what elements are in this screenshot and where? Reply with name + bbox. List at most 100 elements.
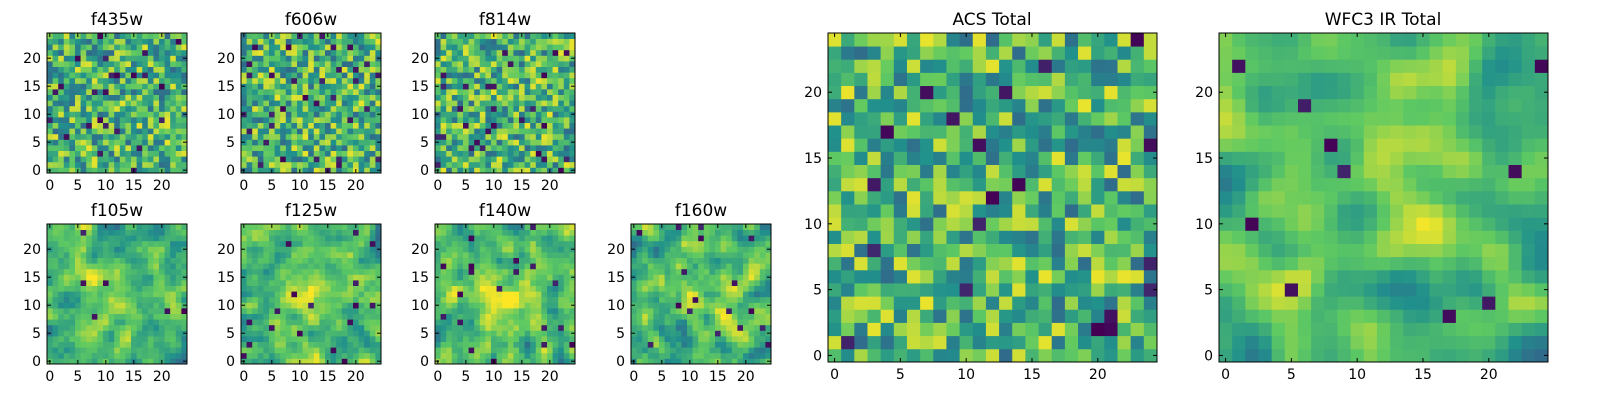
heatmap-cell xyxy=(468,156,475,163)
heatmap-cell xyxy=(75,61,81,67)
heatmap-cell xyxy=(246,313,253,320)
heatmap-cell xyxy=(274,235,281,242)
heatmap-cell xyxy=(496,263,503,270)
heatmap-cell xyxy=(341,235,348,242)
heatmap-cell xyxy=(653,352,660,359)
heatmap-cell xyxy=(435,133,441,140)
heatmap-cell xyxy=(631,285,637,292)
heatmap-cell xyxy=(765,336,772,342)
heatmap-cell xyxy=(325,128,331,135)
heatmap-cell xyxy=(687,336,693,342)
heatmap-cell xyxy=(468,358,475,365)
heatmap-cell xyxy=(748,358,755,365)
heatmap-cell xyxy=(474,55,481,62)
heatmap-cell xyxy=(263,38,270,45)
heatmap-cell xyxy=(647,268,654,275)
heatmap-cell xyxy=(759,302,766,309)
heatmap-cell xyxy=(325,324,331,331)
heatmap-cell xyxy=(451,105,458,112)
heatmap-cell xyxy=(58,246,65,253)
heatmap-cell xyxy=(131,280,137,286)
heatmap-cell xyxy=(1012,164,1026,179)
heatmap-cell xyxy=(291,347,298,354)
x-tick-label: 15 xyxy=(319,178,337,194)
heatmap-cell xyxy=(297,280,303,286)
heatmap-cell xyxy=(457,285,464,292)
heatmap-cell xyxy=(164,133,171,140)
heatmap-cell xyxy=(743,291,749,298)
heatmap-cell xyxy=(175,224,182,230)
heatmap-cell xyxy=(513,105,520,112)
heatmap-cell xyxy=(535,257,542,264)
heatmap-cell xyxy=(241,161,247,168)
y-tick-label: 15 xyxy=(217,270,235,286)
heatmap-cell xyxy=(681,235,688,242)
heatmap-cell xyxy=(446,83,453,90)
heatmap-cell xyxy=(319,285,326,292)
heatmap-cell xyxy=(358,296,365,303)
heatmap-cell xyxy=(131,263,137,270)
heatmap-cell xyxy=(125,156,132,163)
heatmap-cell xyxy=(507,313,514,320)
heatmap-cell xyxy=(675,274,682,281)
heatmap-cell xyxy=(985,283,1000,297)
heatmap-cell xyxy=(485,161,492,168)
heatmap-cell xyxy=(435,324,441,331)
heatmap-cell xyxy=(552,257,559,264)
heatmap-cell xyxy=(985,243,1000,258)
heatmap-cell xyxy=(142,100,149,107)
heatmap-cell xyxy=(737,263,744,270)
heatmap-cell xyxy=(297,302,303,309)
heatmap-cell xyxy=(507,352,514,359)
heatmap-cell xyxy=(153,296,160,303)
heatmap-cell xyxy=(451,252,458,258)
heatmap-cell xyxy=(474,72,481,79)
heatmap-cell xyxy=(748,330,755,337)
heatmap-cell xyxy=(257,44,264,51)
heatmap-cell xyxy=(58,229,65,236)
heatmap-cell xyxy=(513,128,520,135)
heatmap-cell xyxy=(541,72,548,79)
heatmap-cell xyxy=(252,66,259,73)
heatmap-cell xyxy=(933,190,947,205)
heatmap-cell xyxy=(446,139,453,146)
heatmap-cell xyxy=(131,285,137,292)
heatmap-cell xyxy=(558,161,565,168)
heatmap-cell xyxy=(353,313,359,320)
heatmap-cell xyxy=(502,111,509,118)
x-tick-label: 5 xyxy=(461,369,470,385)
heatmap-cell xyxy=(1078,230,1092,244)
heatmap-cell xyxy=(175,252,182,258)
heatmap-cell xyxy=(675,352,682,359)
heatmap-cell xyxy=(175,128,182,135)
heatmap-cell xyxy=(252,274,259,281)
heatmap-cell xyxy=(114,117,121,123)
heatmap-cell xyxy=(451,313,458,320)
heatmap-cell xyxy=(52,268,59,275)
heatmap-cell xyxy=(569,291,576,298)
heatmap-cell xyxy=(375,77,382,84)
heatmap-cell xyxy=(358,313,365,320)
heatmap-cell xyxy=(181,49,188,56)
heatmap-cell xyxy=(502,291,509,298)
heatmap-cell xyxy=(1038,190,1053,205)
heatmap-cell xyxy=(507,229,514,236)
heatmap-cell xyxy=(451,246,458,253)
heatmap-cell xyxy=(369,100,376,107)
heatmap-cell xyxy=(985,256,1000,271)
heatmap-cell xyxy=(364,291,371,298)
heatmap-cell xyxy=(136,268,143,275)
heatmap-cell xyxy=(636,229,643,236)
heatmap-cell xyxy=(308,94,315,101)
heatmap-cell xyxy=(446,347,453,354)
heatmap-cell xyxy=(181,122,188,129)
heatmap-cell xyxy=(547,77,553,84)
heatmap-cell xyxy=(80,150,87,157)
heatmap-cell xyxy=(491,263,497,270)
heatmap-cell xyxy=(681,280,688,286)
heatmap-cell xyxy=(147,352,154,359)
heatmap-cell xyxy=(125,161,132,168)
heatmap-cell xyxy=(125,336,132,342)
heatmap-cell xyxy=(1038,243,1053,258)
